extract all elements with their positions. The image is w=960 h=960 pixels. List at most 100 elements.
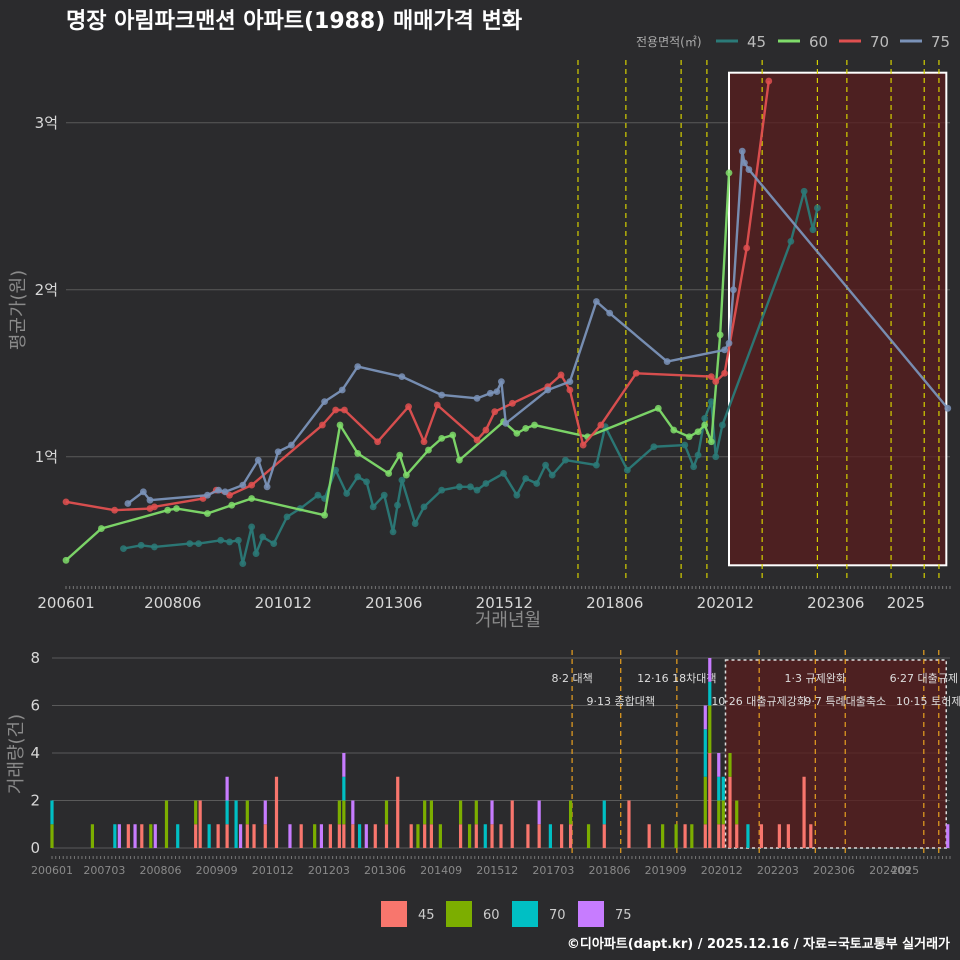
volume-bar-75 <box>717 753 721 777</box>
volume-bar-60 <box>245 800 249 825</box>
data-point-45 <box>137 541 145 549</box>
data-point-45 <box>482 480 490 487</box>
volume-bar-45 <box>526 824 530 848</box>
volume-bar-60 <box>703 776 707 825</box>
data-point-60 <box>385 470 393 477</box>
top-x-tick-label: 2025 <box>887 594 925 612</box>
volume-bar-70 <box>708 681 712 706</box>
top-legend-label-70: 70 <box>870 33 889 51</box>
bottom-legend-swatch-75 <box>578 901 604 927</box>
volume-bar-60 <box>458 800 463 825</box>
bottom-y-tick-label: 8 <box>30 649 40 667</box>
chart-title: 명장 아림파크맨션 아파트(1988) 매매가격 변화 <box>66 9 522 34</box>
bottom-legend-label-60: 60 <box>483 908 500 923</box>
top-x-tick-label: 201012 <box>255 594 312 612</box>
data-point-60 <box>455 456 463 464</box>
data-point-70 <box>743 244 751 252</box>
data-point-75 <box>493 388 501 396</box>
volume-bar-60 <box>661 824 665 848</box>
volume-bar-75 <box>117 824 121 848</box>
data-point-75 <box>725 339 733 347</box>
data-point-75 <box>544 386 552 394</box>
volume-bar-60 <box>423 800 427 825</box>
data-point-70 <box>765 77 773 85</box>
top-legend-label-60: 60 <box>809 33 828 51</box>
volume-bar-45 <box>568 824 573 848</box>
top-y-tick-label: 1억 <box>35 448 58 466</box>
data-point-75 <box>274 448 282 456</box>
data-point-75 <box>204 491 211 499</box>
data-point-45 <box>513 491 521 499</box>
volume-bar-60 <box>313 824 317 848</box>
data-point-70 <box>341 406 348 414</box>
data-point-75 <box>354 363 362 370</box>
data-point-45 <box>500 470 507 477</box>
policy-annotation: 10·26 대출규제강화 <box>711 695 807 708</box>
volume-bar-45 <box>126 824 130 848</box>
volume-bar-45 <box>337 824 341 848</box>
volume-bar-70 <box>548 824 552 848</box>
data-point-70 <box>111 506 119 514</box>
volume-bar-70 <box>602 800 606 825</box>
data-point-45 <box>343 490 351 497</box>
data-point-45 <box>701 414 709 422</box>
data-point-75 <box>566 378 574 386</box>
volume-bar-60 <box>735 800 739 825</box>
volume-bar-60 <box>674 824 678 848</box>
bottom-x-tick-label: 202203 <box>757 864 799 877</box>
data-point-75 <box>215 486 222 494</box>
volume-bar-45 <box>474 824 478 848</box>
data-point-60 <box>707 438 715 446</box>
data-point-75 <box>398 373 406 381</box>
top-legend: 전용면적(㎡) 45 60 70 75 <box>636 33 950 51</box>
data-point-70 <box>721 369 728 377</box>
data-point-75 <box>502 419 510 427</box>
data-point-45 <box>394 501 401 509</box>
bottom-y-tick-label: 4 <box>30 744 40 762</box>
bottom-x-tick-label: 202306 <box>813 864 855 877</box>
volume-bar-70 <box>721 776 725 801</box>
data-point-45 <box>314 491 322 499</box>
data-point-45 <box>411 520 419 527</box>
data-point-60 <box>62 556 70 564</box>
data-point-45 <box>707 398 715 406</box>
bottom-x-tick-label: 201512 <box>476 864 518 877</box>
volume-bar-45 <box>384 824 389 848</box>
volume-bar-45 <box>140 824 144 848</box>
volume-bar-75 <box>364 824 368 848</box>
volume-bar-75 <box>342 753 346 777</box>
data-point-60 <box>438 434 446 442</box>
top-y-tick-label: 3억 <box>35 114 58 132</box>
data-point-70 <box>707 373 715 381</box>
volume-bar-45 <box>351 824 355 848</box>
volume-bar-60 <box>474 800 478 825</box>
data-point-45 <box>809 226 817 234</box>
data-point-75 <box>473 394 481 402</box>
volume-bar-45 <box>721 824 725 848</box>
volume-bar-45 <box>263 824 267 848</box>
volume-bar-45 <box>728 776 732 848</box>
data-point-60 <box>522 424 530 432</box>
bottom-legend-label-70: 70 <box>549 908 566 923</box>
volume-bar-70 <box>234 800 238 848</box>
bottom-legend-label-45: 45 <box>418 908 435 923</box>
bottom-x-tick-label: 201203 <box>308 864 350 877</box>
bottom-x-tick-label: 201012 <box>252 864 294 877</box>
volume-bar-45 <box>560 824 564 848</box>
data-point-75 <box>721 346 728 354</box>
volume-bar-60 <box>721 800 725 825</box>
top-legend-title: 전용면적(㎡) <box>636 35 702 49</box>
volume-bar-45 <box>490 824 494 848</box>
data-point-60 <box>725 169 733 177</box>
top-x-tick-label: 200806 <box>144 594 201 612</box>
data-point-75 <box>738 147 746 155</box>
data-point-75 <box>606 309 614 317</box>
policy-annotation: 6·27 대출규제 <box>890 672 958 685</box>
volume-bar-45 <box>537 824 541 848</box>
data-point-45 <box>814 204 821 212</box>
bottom-x-tick-label: 200703 <box>83 864 125 877</box>
data-point-75 <box>263 483 271 491</box>
policy-annotation: 9·13 종합대책 <box>586 695 654 708</box>
volume-bar-45 <box>703 824 707 848</box>
data-point-70 <box>632 369 640 377</box>
